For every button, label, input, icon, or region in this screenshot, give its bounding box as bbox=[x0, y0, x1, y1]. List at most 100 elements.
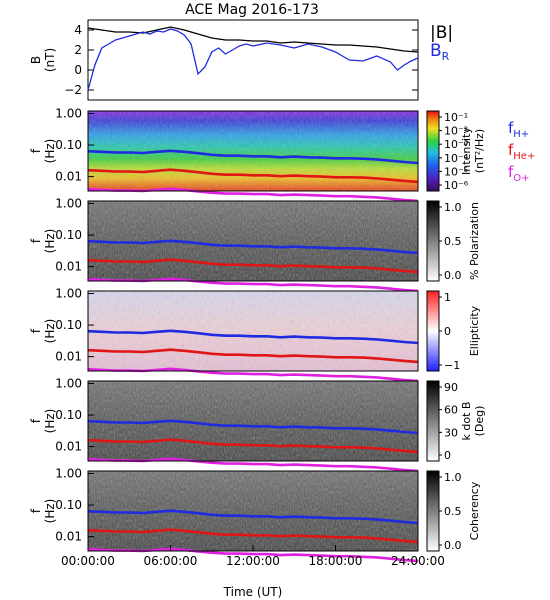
colorbar-tick-label: 30 bbox=[444, 426, 458, 439]
gyro-line-f-he-plus bbox=[87, 168, 419, 184]
gyro-legend-label: fH+ bbox=[508, 119, 529, 140]
field-ylabel-bottom: (nT) bbox=[43, 48, 57, 72]
panel-intensity-frame bbox=[87, 110, 419, 192]
colorbar-tick-label: 0 bbox=[444, 449, 451, 462]
field-legend-text: B bbox=[430, 41, 442, 61]
colorbar-label: % Polarization bbox=[468, 202, 481, 280]
time-tick-label: 18:00:00 bbox=[309, 554, 363, 568]
freq-tick-label: 1.00 bbox=[55, 106, 82, 120]
freq-tick-label: 0.10 bbox=[55, 498, 82, 512]
field-legend: |B|BR bbox=[430, 23, 453, 63]
gyro-line-f-he-plus bbox=[87, 258, 419, 274]
freq-tick-label: 0.01 bbox=[55, 170, 82, 184]
gyro-line-f-he-plus bbox=[87, 528, 419, 544]
colorbar-tick-label: 10⁻⁴ bbox=[444, 152, 469, 165]
freq-tick-label: 0.10 bbox=[55, 408, 82, 422]
panel-k-dot-b: 1.00 0.10 0.01 f (Hz) 90 60 30 0 k dot B (Deg) bbox=[29, 376, 486, 473]
field-y-tick-label: 4 bbox=[74, 23, 82, 37]
field-legend-label: |B| bbox=[430, 23, 453, 43]
colorbar-polarization bbox=[426, 200, 440, 282]
field-panel: 4 2 0 −2 B (nT) |B|BR bbox=[29, 19, 453, 101]
colorbar-tick-label: 1.0 bbox=[444, 201, 462, 214]
time-tick-label: 24:00:00 bbox=[391, 554, 445, 568]
freq-tick-label: 0.01 bbox=[55, 440, 82, 454]
field-series-b-r bbox=[87, 28, 419, 91]
field-series bbox=[87, 26, 419, 91]
freq-tick-label: 0.10 bbox=[55, 228, 82, 242]
colorbar-intensity bbox=[426, 110, 440, 192]
colorbar-tick-label: 10⁻² bbox=[444, 125, 468, 138]
freq-ylabel-top: f bbox=[29, 508, 43, 513]
colorbar-tick-label: 0 bbox=[444, 325, 451, 338]
freq-tick-label: 0.01 bbox=[55, 530, 82, 544]
gyro-legend-sub: He+ bbox=[513, 151, 535, 162]
colorbar-label: Ellipticity bbox=[468, 305, 481, 356]
field-ylabel-top: B bbox=[29, 56, 43, 64]
colorbar-ellipticity bbox=[426, 290, 440, 372]
colorbar-unit-label: (nT²/Hz) bbox=[473, 129, 486, 173]
field-y-tick-label: 2 bbox=[74, 43, 82, 57]
colorbar-tick-label: −1 bbox=[444, 359, 460, 372]
colorbar-tick-label: 0.0 bbox=[444, 269, 462, 282]
panel-coherency: 1.00 0.10 0.01 f (Hz) 1.0 0.5 0.0 Coherency bbox=[29, 466, 481, 563]
freq-ylabel-bottom: (Hz) bbox=[43, 139, 57, 164]
colorbar-tick-label: 0.5 bbox=[444, 235, 462, 248]
freq-ylabel-bottom: (Hz) bbox=[43, 499, 57, 524]
time-tick-label: 12:00:00 bbox=[226, 554, 280, 568]
freq-ylabel-bottom: (Hz) bbox=[43, 409, 57, 434]
time-tick-label: 06:00:00 bbox=[144, 554, 198, 568]
colorbar-label: k dot B bbox=[460, 402, 473, 441]
panel-k-dot-b-frame bbox=[87, 380, 419, 462]
field-panel-frame bbox=[87, 19, 419, 101]
time-tick-label: 00:00:00 bbox=[61, 554, 115, 568]
colorbar-tick-label: 1.0 bbox=[444, 471, 462, 484]
field-y-tick-label: 0 bbox=[74, 63, 82, 77]
gyro-line-f-h-plus bbox=[87, 239, 419, 255]
freq-tick-label: 1.00 bbox=[55, 376, 82, 390]
gyro-legend-text: f bbox=[508, 163, 514, 181]
gyro-line-f-h-plus bbox=[87, 509, 419, 525]
field-legend-text: |B| bbox=[430, 23, 453, 43]
gyro-legend-sub: H+ bbox=[513, 129, 529, 140]
panel-polarization-frame bbox=[87, 200, 419, 282]
freq-tick-label: 0.01 bbox=[55, 260, 82, 274]
field-series-b-total bbox=[87, 26, 419, 53]
freq-tick-label: 1.00 bbox=[55, 466, 82, 480]
field-y-tick-label: −2 bbox=[64, 83, 82, 97]
panel-intensity: 1.000.100.01f (Hz)10⁻¹10⁻²10⁻³10⁻⁴10⁻⁵10⁻… bbox=[29, 106, 535, 203]
figure-title: ACE Mag 2016-173 bbox=[185, 2, 319, 18]
gyro-legend-label: fHe+ bbox=[508, 141, 535, 162]
colorbar-coherency bbox=[426, 470, 440, 552]
freq-ylabel-top: f bbox=[29, 238, 43, 243]
freq-tick-label: 1.00 bbox=[55, 286, 82, 300]
colorbar-tick-label: 10⁻⁵ bbox=[444, 165, 468, 178]
colorbar-tick-label: 60 bbox=[444, 404, 458, 417]
freq-tick-label: 1.00 bbox=[55, 196, 82, 210]
panel-ellipticity: 1.00 0.10 0.01 f (Hz) 1 0 −1 Ellipticity bbox=[29, 286, 481, 383]
spectrogram-panels: 1.000.100.01f (Hz)10⁻¹10⁻²10⁻³10⁻⁴10⁻⁵10⁻… bbox=[29, 106, 535, 563]
freq-ylabel-top: f bbox=[29, 148, 43, 153]
freq-tick-label: 0.01 bbox=[55, 350, 82, 364]
colorbar-tick-label: 0.0 bbox=[444, 539, 462, 552]
field-y-ticks: 4 2 0 −2 bbox=[64, 23, 418, 97]
freq-tick-label: 0.10 bbox=[55, 138, 82, 152]
colorbar-tick-label: 1 bbox=[444, 291, 451, 304]
freq-ylabel-top: f bbox=[29, 418, 43, 423]
gyro-line-f-he-plus bbox=[87, 348, 419, 364]
time-axis-label: Time (UT) bbox=[223, 585, 283, 599]
field-legend-label: BR bbox=[430, 41, 450, 63]
colorbar-label: Intensity bbox=[460, 127, 473, 175]
colorbar-label: Coherency bbox=[468, 481, 481, 540]
colorbar-tick-label: 0.5 bbox=[444, 505, 462, 518]
freq-ylabel-bottom: (Hz) bbox=[43, 319, 57, 344]
gyro-line-f-h-plus bbox=[87, 419, 419, 435]
gyro-legend-text: f bbox=[508, 119, 514, 137]
gyro-legend-text: f bbox=[508, 141, 514, 159]
colorbar-unit-label: (Deg) bbox=[473, 406, 486, 437]
gyro-legend-sub: O+ bbox=[513, 173, 529, 184]
freq-ylabel-bottom: (Hz) bbox=[43, 229, 57, 254]
panel-polarization: 1.00 0.10 0.01 f (Hz) 1.0 0.5 0.0 % Polarization bbox=[29, 196, 481, 293]
freq-tick-label: 0.10 bbox=[55, 318, 82, 332]
colorbar-tick-label: 10⁻⁶ bbox=[444, 179, 469, 192]
